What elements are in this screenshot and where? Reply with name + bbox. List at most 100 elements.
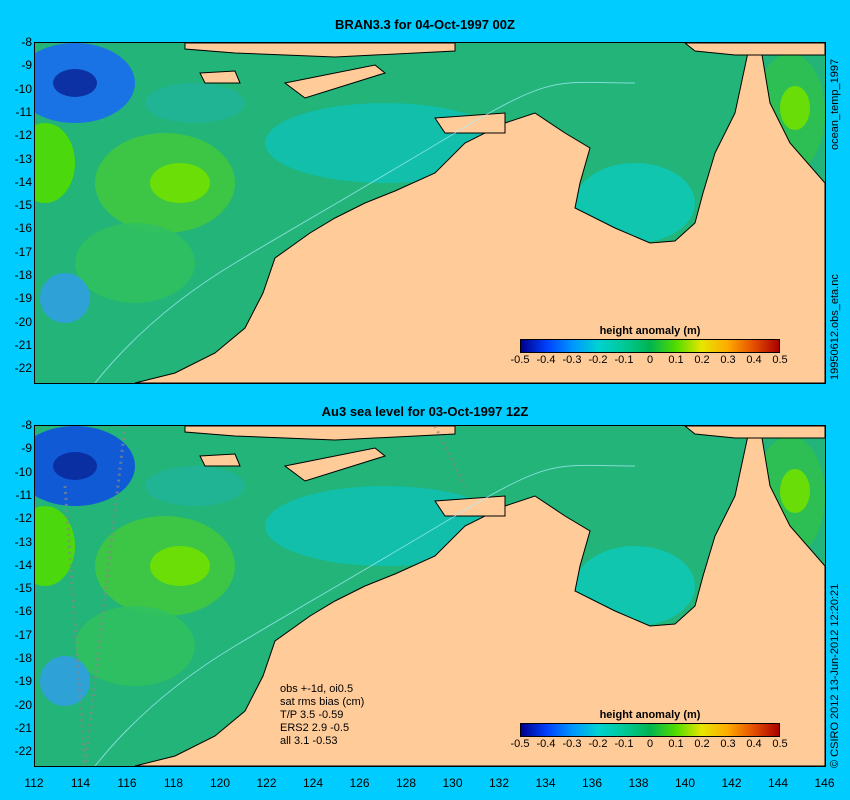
- stats-line: ERS2 2.9 -0.5: [280, 722, 350, 734]
- colorbar-tick-label: 0.4: [746, 354, 762, 366]
- top-map-panel: [34, 42, 826, 384]
- y-tick-label: -13: [14, 534, 32, 549]
- colorbar-gradient: [520, 339, 780, 353]
- bottom-colorbar: height anomaly (m) -0.5 -0.4 -0.3 -0.2 -0.1 0…: [511, 709, 788, 751]
- top-panel-title: BRAN3.3 for 04-Oct-1997 00Z: [335, 17, 515, 32]
- colorbar-tick-label: 0.2: [694, 738, 710, 750]
- sea-level-map: [35, 43, 825, 383]
- colorbar-tick-label: 0.1: [668, 738, 684, 750]
- stats-line: sat rms bias (cm): [280, 696, 365, 708]
- x-tick-label: 132: [488, 776, 510, 790]
- y-tick-label: -9: [21, 58, 32, 73]
- anomaly-contour: [780, 86, 810, 130]
- satellite-stats: obs +-1d, oi0.5 sat rms bias (cm) T/P 3.5 …: [280, 683, 364, 748]
- colorbar-tick-label: -0.2: [588, 354, 608, 366]
- anomaly-contour: [780, 469, 810, 513]
- x-tick-label: 124: [302, 776, 324, 790]
- x-tick-label: 134: [535, 776, 556, 790]
- y-tick-label: -10: [14, 464, 32, 479]
- colorbar-tick-label: -0.5: [510, 738, 530, 750]
- y-tick-label: -13: [14, 151, 32, 166]
- colorbar-title: height anomaly (m): [599, 325, 701, 337]
- y-tick-label: -18: [14, 651, 32, 665]
- melville-island: [434, 112, 506, 134]
- x-tick-label: 118: [163, 776, 184, 790]
- bottom-map-panel: [34, 425, 826, 767]
- x-tick-label: 142: [721, 776, 742, 790]
- anomaly-contour: [150, 546, 210, 586]
- y-tick-label: -14: [14, 174, 32, 189]
- anomaly-contour: [35, 123, 75, 203]
- top-colorbar: height anomaly (m) -0.5 -0.4 -0.3 -0.2 -0.1 0…: [511, 325, 788, 367]
- colorbar-tick-label: -0.5: [510, 354, 530, 366]
- y-tick-label: -22: [14, 361, 32, 376]
- y-tick-label: -15: [14, 198, 32, 213]
- x-tick-label: 128: [395, 776, 417, 790]
- colorbar-tick-label: 0: [646, 354, 654, 366]
- colorbar-tick-label: 0.5: [772, 354, 788, 366]
- bottom-panel-title: Au3 sea level for 03-Oct-1997 12Z: [321, 404, 529, 419]
- australia-landmass: [134, 43, 825, 383]
- y-tick-label: -11: [15, 104, 32, 119]
- colorbar-tick-label: 0.4: [746, 738, 762, 750]
- x-tick-label: 146: [814, 776, 835, 790]
- colorbar-labels: -0.5 -0.4 -0.3 -0.2 -0.1 0 0.1 0.2 0.3 0.4 0.5: [511, 737, 788, 751]
- sumba-island: [199, 453, 241, 467]
- x-tick-label: 138: [628, 776, 649, 790]
- anomaly-contour: [145, 83, 245, 123]
- stats-line: all 3.1 -0.53: [280, 735, 338, 747]
- anomaly-contour: [40, 656, 90, 706]
- y-tick-label: -21: [14, 720, 32, 735]
- y-tick-label: -20: [14, 697, 32, 712]
- y-tick-label: -16: [14, 221, 32, 236]
- y-tick-label: -18: [14, 268, 32, 282]
- copyright-label: © CSIRO 2012 13-Jun-2012 12:20:21: [829, 583, 841, 768]
- y-tick-label: -8: [21, 418, 32, 432]
- y-tick-label: -19: [14, 674, 32, 689]
- colorbar-tick-label: -0.4: [536, 738, 556, 750]
- x-tick-label: 114: [70, 776, 91, 790]
- stats-line: T/P 3.5 -0.59: [280, 709, 344, 721]
- colorbar-labels: -0.5 -0.4 -0.3 -0.2 -0.1 0 0.1 0.2 0.3 0.4 0.5: [511, 353, 788, 367]
- x-tick-label: 126: [349, 776, 370, 790]
- colorbar-title: height anomaly (m): [599, 709, 701, 721]
- colorbar-tick-label: 0: [646, 738, 654, 750]
- indonesia-islands: [184, 43, 456, 58]
- y-tick-label: -22: [14, 744, 32, 759]
- satellite-track: [433, 426, 467, 487]
- y-tick-label: -11: [15, 487, 32, 502]
- y-tick-label: -19: [14, 291, 32, 306]
- colorbar-tick-label: -0.1: [614, 354, 634, 366]
- sumba-island: [199, 70, 241, 84]
- x-tick-label: 122: [256, 776, 277, 790]
- x-tick-label: 116: [117, 776, 137, 790]
- anomaly-contour: [35, 506, 75, 586]
- indonesia-islands: [184, 426, 456, 441]
- x-tick-label: 144: [767, 776, 789, 790]
- y-tick-label: -15: [14, 581, 32, 596]
- colorbar-tick-label: 0.2: [694, 354, 710, 366]
- colorbar-tick-label: -0.1: [614, 738, 634, 750]
- colorbar-tick-label: 0.1: [668, 354, 684, 366]
- anomaly-contour: [75, 223, 195, 303]
- x-tick-label: 140: [674, 776, 696, 790]
- y-tick-label: -17: [14, 627, 32, 642]
- y-tick-label: -9: [21, 441, 32, 456]
- x-tick-label: 112: [24, 776, 44, 790]
- x-tick-label: 130: [442, 776, 463, 790]
- new-guinea-coast: [684, 43, 825, 56]
- y-tick-label: -21: [14, 337, 32, 352]
- colorbar-tick-label: -0.2: [588, 738, 608, 750]
- colorbar-tick-label: 0.3: [720, 738, 736, 750]
- y-tick-label: -17: [14, 244, 32, 259]
- x-tick-label: 120: [209, 776, 231, 790]
- y-tick-label: -20: [14, 314, 32, 329]
- shelf-contour: [94, 464, 636, 766]
- colorbar-tick-label: -0.4: [536, 354, 556, 366]
- y-tick-label: -8: [21, 35, 32, 49]
- obs-file-label: 19950612.obs_eta.nc: [829, 274, 841, 380]
- y-tick-label: -16: [14, 604, 32, 619]
- anomaly-contour: [40, 273, 90, 323]
- anomaly-contour: [53, 452, 97, 480]
- model-file-label: ocean_temp_1997: [829, 58, 841, 150]
